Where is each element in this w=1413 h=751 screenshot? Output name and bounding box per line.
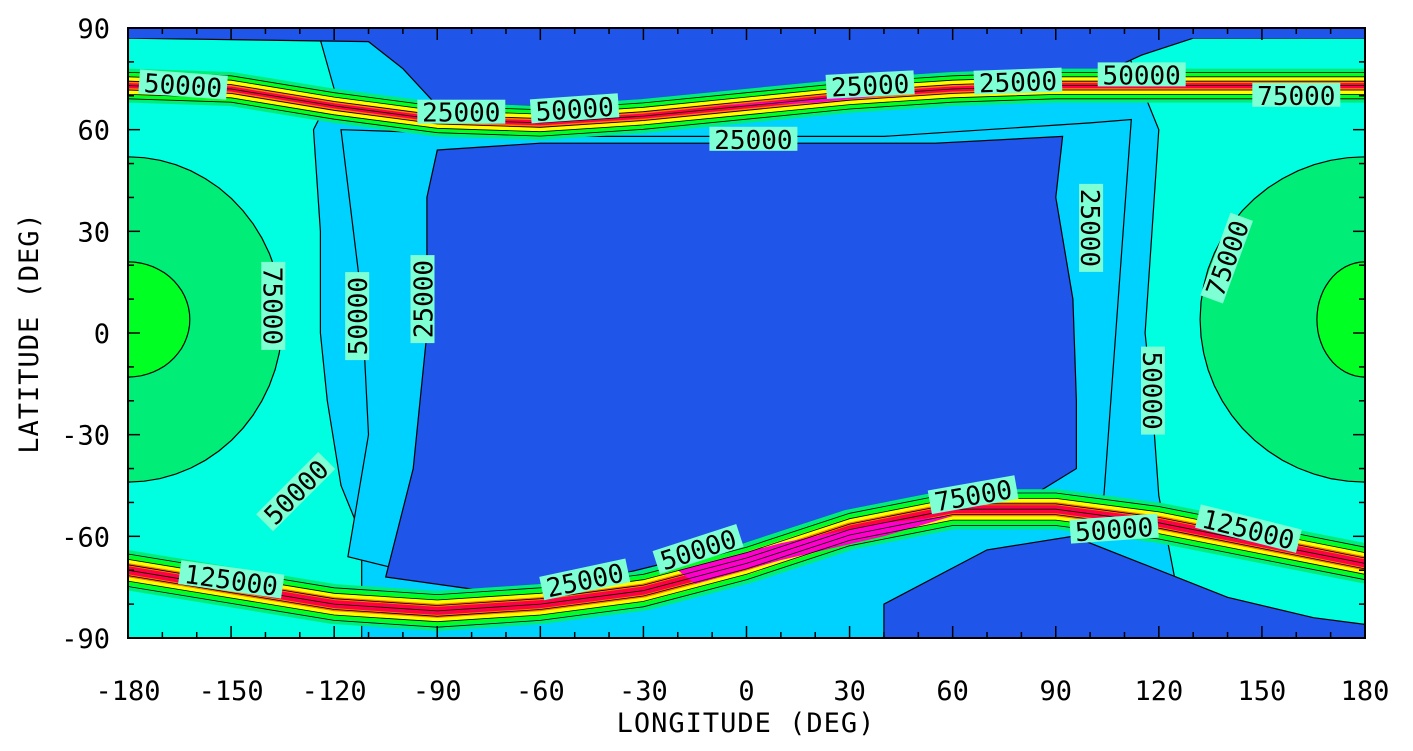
south-contour-line <box>128 519 1365 623</box>
contour-label: 50000 <box>1069 513 1159 548</box>
contour-label-background <box>417 99 506 124</box>
x-tick-label: 180 <box>1341 676 1390 707</box>
south-jet-core <box>677 516 953 584</box>
south-contour-line <box>128 508 1365 612</box>
fill-band-75000-100000-right <box>1199 28 1365 638</box>
x-tick-label: -30 <box>619 676 668 707</box>
y-axis-tick-labels: 90 60 30 0 -30 -60 -90 <box>61 14 110 655</box>
contour-label: 50000 <box>344 272 374 361</box>
contour-labels: 50000 25000 50000 25000 25000 25000 50000 75000… <box>138 61 1341 604</box>
contour-label-background <box>1200 212 1253 304</box>
x-axis-label: LONGITUDE (DEG) <box>617 708 876 739</box>
contour-label-background <box>652 523 744 574</box>
contour-label-background <box>973 67 1063 95</box>
contour-label-background <box>825 70 915 99</box>
contour-label-background <box>539 558 631 601</box>
contour-label-background <box>1097 62 1186 87</box>
north-contour-line <box>128 98 1365 137</box>
north-contour-line <box>128 89 1365 128</box>
contour-label: 25000 <box>1074 183 1104 272</box>
y-axis-label: LATITUDE (DEG) <box>14 212 45 454</box>
x-axis-tick-labels: -180 -150 -120 -90 -60 -30 0 30 60 90 120 150 180 <box>95 676 1389 707</box>
contour-label-background <box>709 126 798 151</box>
y-tick-label: -90 <box>61 624 110 655</box>
y-tick-label: 0 <box>94 319 110 350</box>
contour-label-text: 50000 <box>1074 513 1154 548</box>
contour-label-text: 25000 <box>830 70 910 104</box>
north-contour-line <box>128 94 1365 133</box>
contour-label-background <box>256 451 336 532</box>
contour-label: 50000 <box>138 69 228 104</box>
contour-label-background <box>927 475 1019 515</box>
contour-label-background <box>529 93 620 124</box>
contour-label-text: 25000 <box>422 99 500 129</box>
south-contour-line <box>128 514 1365 617</box>
contour-label-background <box>178 560 285 599</box>
contour-label: 50000 <box>529 93 620 128</box>
contour-label: 25000 <box>410 255 440 344</box>
contour-label: 25000 <box>973 67 1063 100</box>
contour-label-text: 50000 <box>1136 351 1166 429</box>
contour-label: 25000 <box>709 126 798 156</box>
x-tick-label: -180 <box>95 676 160 707</box>
contour-label-background <box>138 69 228 100</box>
contour-label: 50000 <box>1136 346 1166 435</box>
contour-label-background <box>1069 513 1159 544</box>
y-tick-label: 60 <box>77 116 110 147</box>
contour-label: 75000 <box>256 261 286 350</box>
contour-label-background <box>1079 183 1104 272</box>
south-contour-line <box>128 525 1365 628</box>
contour-label-background <box>261 261 286 350</box>
contour-label-background <box>410 255 435 344</box>
x-tick-label: 60 <box>936 676 969 707</box>
south-contour-line <box>128 503 1365 606</box>
contour-label: 25000 <box>417 99 506 129</box>
contour-label: 75000 <box>1252 82 1341 112</box>
plot-area <box>128 28 1365 638</box>
x-tick-label: 0 <box>738 676 754 707</box>
contour-label-background <box>345 272 370 361</box>
contour-label-text: 25000 <box>410 260 440 338</box>
contour-label-text: 50000 <box>344 277 374 355</box>
contour-label-text: 50000 <box>143 69 223 104</box>
x-tick-label: -120 <box>302 676 367 707</box>
x-tick-label: -150 <box>199 676 264 707</box>
x-tick-label: 30 <box>833 676 866 707</box>
south-contour-line <box>128 492 1365 596</box>
fill-band-below-25000-south <box>883 535 1365 638</box>
x-tick-label: 120 <box>1134 676 1183 707</box>
contour-label-text: 25000 <box>978 67 1057 100</box>
y-tick-label: 30 <box>77 217 110 248</box>
contour-label-text: 50000 <box>1103 61 1181 91</box>
contour-label-background <box>1195 504 1302 553</box>
fill-band-100000-125000-right <box>1316 28 1365 638</box>
fill-band-100000-125000-left <box>128 28 191 638</box>
axis-ticks <box>127 27 1366 639</box>
contour-label: 25000 <box>825 70 915 104</box>
x-tick-label: 150 <box>1238 676 1287 707</box>
contour-label: 50000 <box>1097 61 1186 91</box>
x-tick-label: -60 <box>516 676 565 707</box>
y-tick-label: 90 <box>77 14 110 45</box>
contour-label-text: 75000 <box>256 267 286 345</box>
y-tick-label: -60 <box>61 522 110 553</box>
contour-label-text: 25000 <box>1074 189 1104 267</box>
x-tick-label: -90 <box>413 676 462 707</box>
contour-label-background <box>1252 82 1341 107</box>
south-contour-line <box>128 498 1365 601</box>
contour-label-background <box>1141 346 1165 435</box>
y-tick-label: -30 <box>61 421 110 452</box>
contour-label-text: 75000 <box>1257 82 1335 112</box>
contour-label-text: 50000 <box>535 93 615 128</box>
x-tick-label: 90 <box>1039 676 1072 707</box>
contour-label-text: 25000 <box>714 126 792 156</box>
